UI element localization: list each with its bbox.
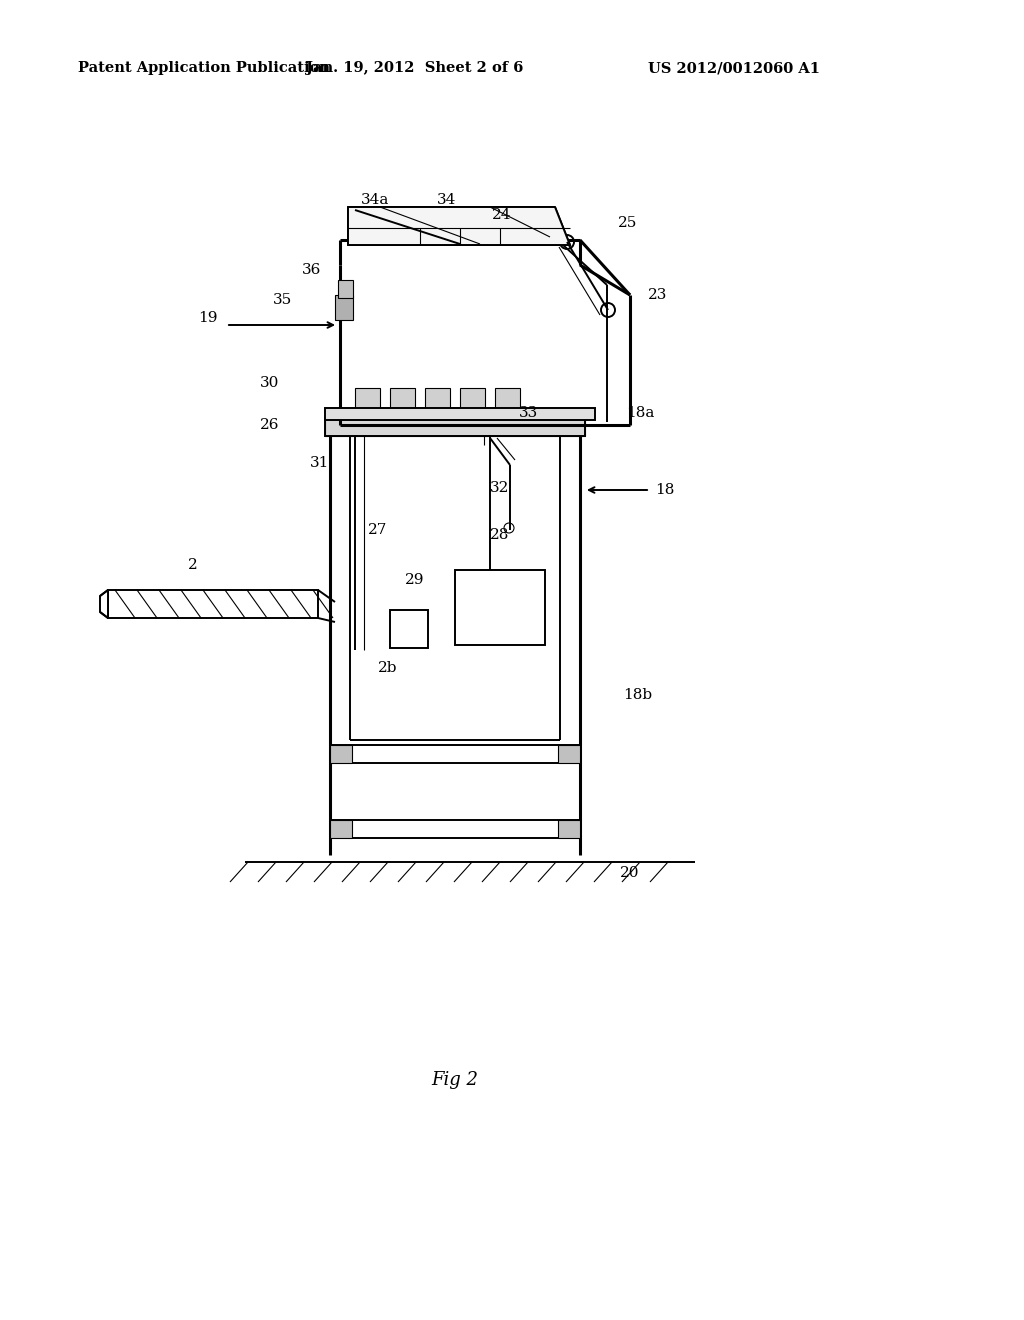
Text: 19: 19 bbox=[199, 312, 218, 325]
Text: 31: 31 bbox=[310, 455, 330, 470]
Text: 24: 24 bbox=[493, 209, 512, 222]
Text: 33: 33 bbox=[518, 407, 538, 420]
Text: 34a: 34a bbox=[360, 193, 389, 207]
Bar bbox=[338, 280, 353, 298]
Bar bbox=[390, 610, 428, 648]
Text: 34: 34 bbox=[437, 193, 457, 207]
Text: 28: 28 bbox=[490, 528, 510, 543]
Polygon shape bbox=[108, 590, 318, 618]
Text: 2: 2 bbox=[188, 558, 198, 572]
Text: Patent Application Publication: Patent Application Publication bbox=[78, 61, 330, 75]
Text: 23: 23 bbox=[648, 288, 668, 302]
Text: 32: 32 bbox=[490, 480, 510, 495]
Bar bbox=[330, 744, 580, 763]
Bar bbox=[355, 388, 380, 408]
Text: 18b: 18b bbox=[624, 688, 652, 702]
Text: 18: 18 bbox=[655, 483, 675, 498]
Text: US 2012/0012060 A1: US 2012/0012060 A1 bbox=[648, 61, 820, 75]
Text: Fig 2: Fig 2 bbox=[431, 1071, 478, 1089]
Text: Jan. 19, 2012  Sheet 2 of 6: Jan. 19, 2012 Sheet 2 of 6 bbox=[306, 61, 523, 75]
Text: 20: 20 bbox=[621, 866, 640, 880]
Bar bbox=[425, 388, 450, 408]
Text: 30: 30 bbox=[260, 376, 280, 389]
Bar bbox=[325, 418, 585, 436]
Bar bbox=[495, 388, 520, 408]
Bar bbox=[558, 820, 580, 838]
Bar bbox=[460, 388, 485, 408]
Bar bbox=[330, 820, 580, 838]
Bar bbox=[325, 418, 585, 436]
Text: 26: 26 bbox=[260, 418, 280, 432]
Bar bbox=[330, 820, 352, 838]
Text: 35: 35 bbox=[272, 293, 292, 308]
Text: 29: 29 bbox=[406, 573, 425, 587]
Text: 2b: 2b bbox=[378, 661, 397, 675]
Text: 25: 25 bbox=[618, 216, 638, 230]
Bar bbox=[558, 744, 580, 763]
Polygon shape bbox=[100, 590, 108, 618]
Bar bbox=[330, 744, 352, 763]
Bar bbox=[455, 570, 545, 645]
Text: 36: 36 bbox=[302, 263, 322, 277]
Bar bbox=[325, 408, 595, 420]
Bar bbox=[335, 294, 353, 319]
Text: 18a: 18a bbox=[626, 407, 654, 420]
Polygon shape bbox=[348, 207, 570, 246]
Bar bbox=[390, 388, 415, 408]
Text: 27: 27 bbox=[369, 523, 388, 537]
